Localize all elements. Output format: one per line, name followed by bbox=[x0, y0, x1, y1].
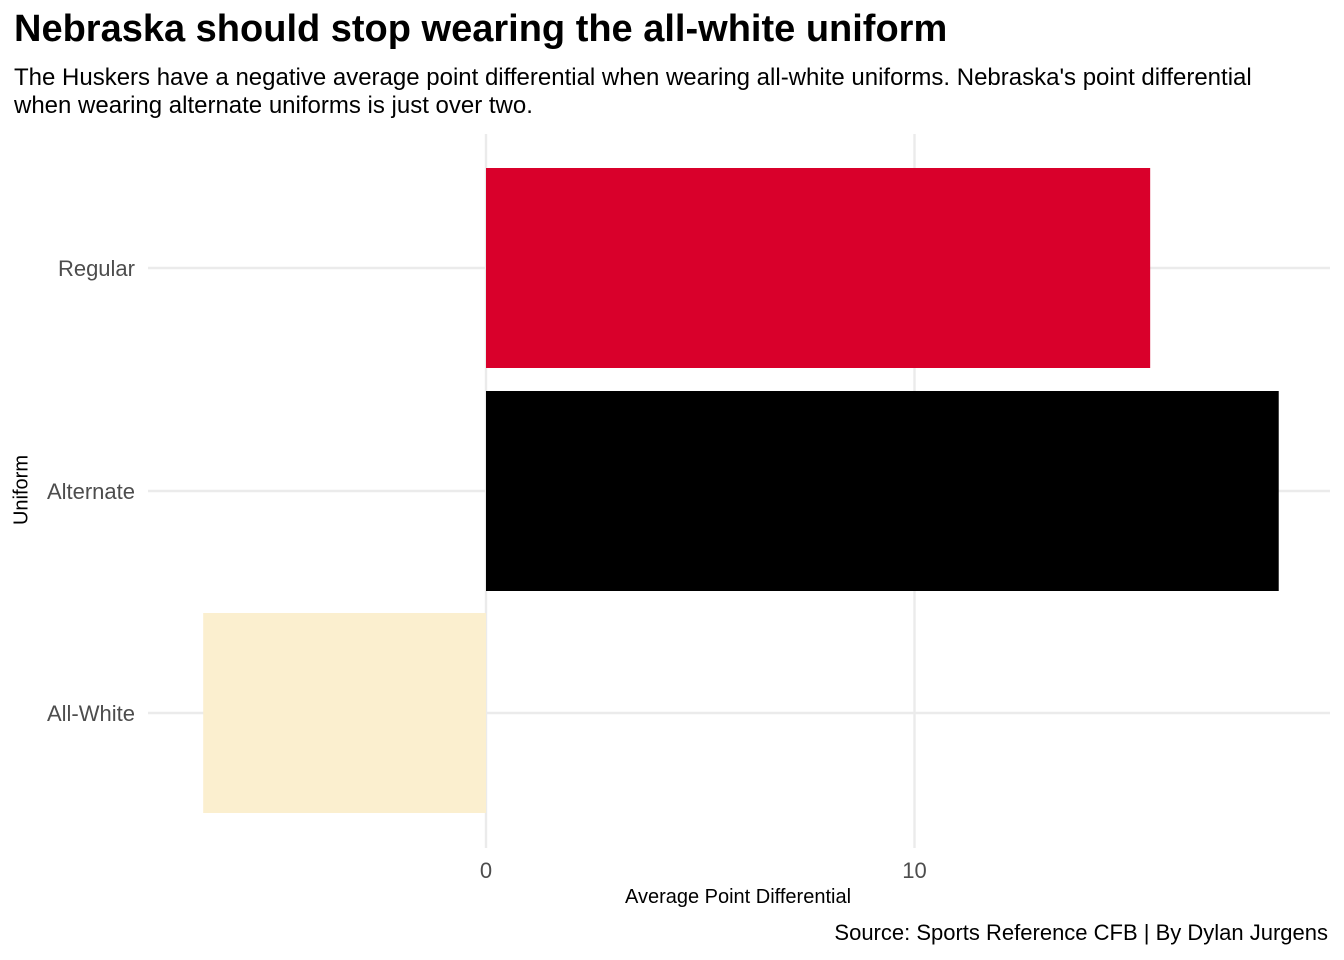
y-tick-label: All-White bbox=[47, 701, 135, 726]
bar-alternate bbox=[486, 391, 1279, 591]
y-tick-label: Regular bbox=[58, 256, 135, 281]
x-tick-label: 0 bbox=[480, 858, 492, 883]
y-tick-label: Alternate bbox=[47, 479, 135, 504]
bars bbox=[203, 168, 1279, 813]
chart-subtitle: The Huskers have a negative average poin… bbox=[14, 64, 1252, 119]
y-axis-title: Uniform bbox=[10, 454, 33, 526]
x-axis-title: Average Point Differential bbox=[624, 886, 852, 908]
chart-title: Nebraska should stop wearing the all-whi… bbox=[14, 8, 948, 50]
x-axis-tick-labels: 0 10 bbox=[480, 858, 927, 883]
y-axis-tick-labels: Regular Alternate All-White bbox=[47, 256, 135, 726]
chart-caption: Source: Sports Reference CFB | By Dylan … bbox=[834, 920, 1328, 945]
bar-all-white bbox=[203, 613, 486, 813]
x-tick-label: 10 bbox=[902, 858, 926, 883]
bar-regular bbox=[486, 168, 1151, 368]
